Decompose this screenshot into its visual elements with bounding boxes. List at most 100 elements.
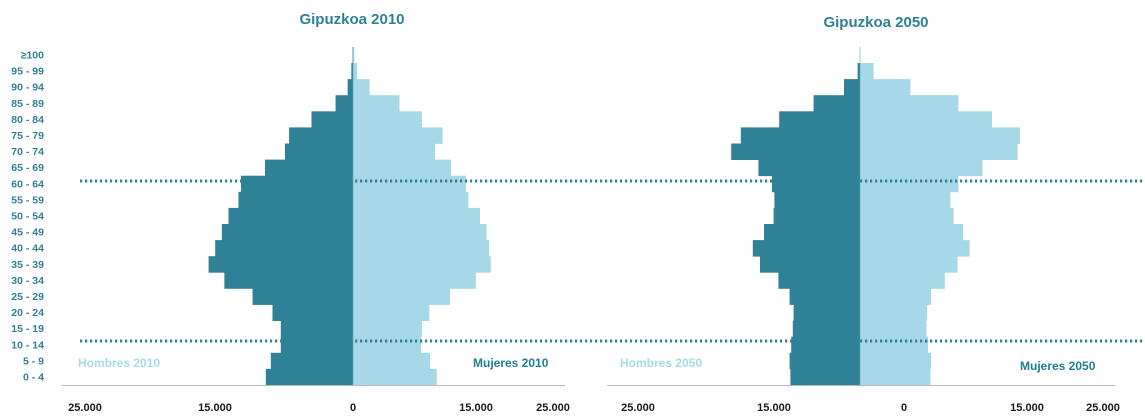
male-bar (752, 240, 860, 257)
male-bar (238, 191, 353, 209)
male-bar (779, 111, 860, 128)
female-bar (860, 143, 1018, 160)
male-bar (790, 368, 860, 386)
chart-title: Gipuzkoa 2010 (299, 11, 404, 28)
age-label: 10 - 14 (11, 339, 44, 351)
age-label: 0 - 4 (23, 371, 44, 383)
age-label: 80 - 84 (11, 114, 44, 126)
x-tick-label: 25.000 (68, 402, 102, 414)
female-bar (860, 207, 954, 225)
male-bar (857, 63, 860, 80)
legend-male: Hombres 2050 (620, 356, 702, 370)
female-bar (353, 127, 443, 144)
female-bar (353, 320, 422, 338)
female-bar (860, 79, 911, 96)
female-bar (353, 79, 370, 96)
female-bar (353, 304, 430, 321)
x-tick-label: 25.000 (1086, 402, 1120, 414)
male-bar (789, 288, 860, 305)
age-label: 20 - 24 (11, 307, 44, 319)
male-bar (335, 95, 353, 112)
age-label: 25 - 29 (11, 291, 44, 303)
age-label: 95 - 99 (11, 66, 44, 78)
male-bar (793, 304, 860, 321)
male-bar (240, 175, 353, 193)
age-label: 30 - 34 (11, 275, 44, 287)
male-bar (740, 127, 860, 144)
x-tick-label: 0 (901, 402, 907, 414)
male-bar (778, 272, 860, 289)
x-tick-label: 25.000 (621, 402, 655, 414)
legend-female: Mujeres 2010 (473, 356, 549, 370)
male-bar (221, 224, 353, 241)
age-label: 5 - 9 (23, 355, 44, 367)
female-bar (353, 207, 480, 225)
female-bar (353, 352, 431, 370)
male-bar (347, 79, 354, 96)
chart-title: Gipuzkoa 2050 (823, 14, 928, 31)
male-bar (791, 336, 860, 354)
age-label: 40 - 44 (11, 243, 44, 255)
age-label: 55 - 59 (11, 194, 44, 206)
male-bar (228, 207, 353, 225)
male-bar (764, 224, 860, 241)
male-bar (289, 127, 353, 144)
female-bar (353, 175, 466, 193)
male-bar (265, 159, 353, 177)
legend-male: Hombres 2010 (78, 356, 160, 370)
male-bar (758, 159, 860, 177)
male-bar (813, 95, 860, 112)
female-bar (353, 63, 358, 80)
male-bar (792, 320, 860, 338)
female-bar (860, 272, 945, 289)
male-bar (774, 191, 860, 209)
female-bar (860, 320, 927, 338)
female-bar (353, 143, 436, 160)
x-tick-label: 25.000 (536, 402, 570, 414)
age-label: 85 - 89 (11, 98, 44, 110)
female-bar (860, 63, 874, 80)
female-bar (353, 336, 422, 354)
female-bar (860, 304, 928, 321)
pyramid-2050: Gipuzkoa 2050 25.000 15.000 0 15.000 25.000 Ho… (607, 14, 1120, 414)
female-bar (353, 240, 490, 257)
male-bar (280, 320, 353, 338)
age-label: 75 - 79 (11, 130, 44, 142)
female-bar (353, 159, 451, 177)
x-tick-label: 15.000 (459, 402, 493, 414)
male-bar (351, 63, 353, 80)
age-label: 70 - 74 (11, 146, 44, 158)
female-bar (353, 224, 487, 241)
male-bar (284, 143, 353, 160)
age-label: 50 - 54 (11, 210, 44, 222)
age-label: 65 - 69 (11, 162, 44, 174)
female-bar (353, 368, 437, 386)
female-bar (860, 224, 964, 241)
female-bar (860, 336, 928, 354)
age-label: 15 - 19 (11, 323, 44, 335)
female-bar (860, 352, 932, 370)
male-bar (252, 288, 353, 305)
male-bar (772, 175, 860, 193)
male-bar (311, 111, 353, 128)
female-bar (860, 111, 992, 128)
x-tick-label: 15.000 (757, 402, 791, 414)
male-bar (280, 336, 353, 354)
female-bar (860, 368, 931, 386)
female-bar (860, 159, 983, 177)
male-bar (789, 352, 860, 370)
age-label: 35 - 39 (11, 259, 44, 271)
female-bar (860, 288, 932, 305)
age-label: 60 - 64 (11, 178, 44, 190)
female-bar (353, 191, 469, 209)
female-bar (860, 175, 959, 193)
female-bar (353, 288, 451, 305)
male-bar (272, 304, 353, 321)
male-bar (844, 79, 860, 96)
female-bar (353, 46, 355, 64)
female-bar (860, 127, 1020, 144)
female-bar (353, 272, 476, 289)
male-bar (208, 256, 353, 273)
female-bar (860, 256, 958, 273)
male-bar (224, 272, 353, 289)
